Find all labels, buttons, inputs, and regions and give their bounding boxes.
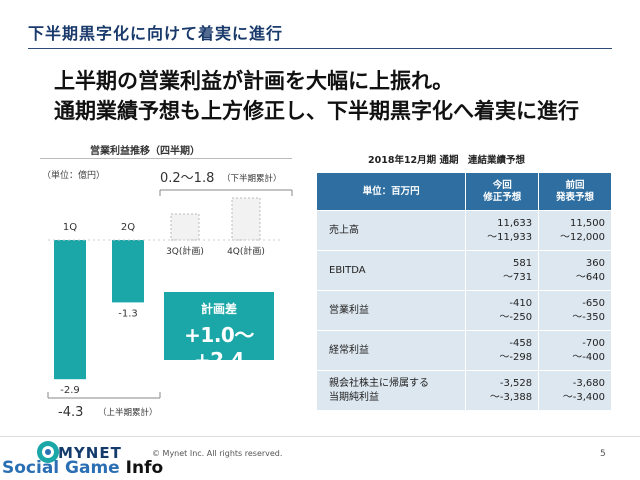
table-cell-previous: 11,500 ～12,000	[538, 210, 612, 251]
category-label: 2Q	[121, 222, 135, 233]
page-number: 5	[600, 449, 606, 459]
table-caption: 2018年12月期 通期 連結業績予想	[368, 155, 525, 166]
value-label: -1.3	[118, 308, 138, 319]
bar	[54, 240, 86, 380]
slide-title: 下半期黒字化に向けて着実に進行	[28, 24, 284, 43]
table-cell-previous: -650 ～-350	[538, 290, 612, 331]
operating-income-chart: 1Q -2.9 2Q -1.3 3Q(計画) 4Q(計画) 0.2〜1.8 （下半期累計） -4…	[47, 171, 293, 420]
footer-divider	[0, 436, 640, 437]
category-label: 4Q(計画)	[227, 245, 265, 257]
total-note-label: （上半期累計）	[98, 407, 158, 418]
headline-line-2: 通期業績予想も上方修正し、下半期黒字化へ着実に進行	[54, 99, 579, 123]
table-cell-current: -458 ～-298	[465, 330, 540, 371]
table-row: 営業利益 -410 ～-250 -650 ～-350	[315, 290, 612, 331]
chart-unit-label: （単位：億円）	[42, 171, 106, 181]
table-row: 経常利益 -458 ～-298 -700 ～-400	[315, 330, 612, 371]
table-cell-item: 経常利益	[315, 330, 467, 371]
forecast-table: 単位：百万円 今回 修正予想 前回 発表予想 売上高 11,633 ～11,933 11,…	[315, 172, 612, 411]
table-cell-previous: -700 ～-400	[538, 330, 612, 371]
plan-bar	[170, 213, 200, 241]
copyright: © Mynet Inc. All rights reserved.	[152, 449, 283, 458]
table-cell-previous: 360 ～640	[538, 250, 612, 291]
plan-bar	[231, 197, 261, 241]
watermark-part-a: Social Game	[2, 458, 126, 478]
plan-difference-label: 計画差	[200, 302, 237, 316]
chart-title-divider	[40, 158, 292, 159]
table-cell-item: 営業利益	[315, 290, 467, 331]
table-cell-current: -410 ～-250	[465, 290, 540, 331]
table-cell-item: 親会社株主に帰属する 当期純利益	[315, 370, 467, 411]
range-note-label: （下半期累計）	[222, 173, 282, 184]
table-cell-current: 11,633 ～11,933	[465, 210, 540, 251]
table-cell-item: 売上高	[315, 210, 467, 251]
table-body: 売上高 11,633 ～11,933 11,500 ～12,000 EBITDA 581 ～7…	[315, 210, 612, 411]
bar	[112, 240, 144, 303]
table-header-unit: 単位：百万円	[315, 172, 467, 211]
value-label: -2.9	[60, 385, 80, 396]
table-row: 売上高 11,633 ～11,933 11,500 ～12,000	[315, 210, 612, 251]
table-row: 親会社株主に帰属する 当期純利益 -3,528 ～-3,388 -3,680 ～-3,40…	[315, 370, 612, 411]
logo-text: MYNET	[58, 444, 122, 462]
table-cell-current: 581 ～731	[465, 250, 540, 291]
watermark: Social Game Info	[2, 458, 163, 478]
table-header-row: 単位：百万円 今回 修正予想 前回 発表予想	[315, 172, 612, 211]
table-cell-current: -3,528 ～-3,388	[465, 370, 540, 411]
total-value-label: -4.3	[58, 405, 83, 420]
watermark-part-b: Info	[125, 458, 164, 478]
headline: 上半期の営業利益が計画を大幅に上振れ。 通期業績予想も上方修正し、下半期黒字化へ…	[54, 66, 579, 126]
chart-title: 営業利益推移（四半期）	[90, 146, 200, 157]
table-row: EBITDA 581 ～731 360 ～640	[315, 250, 612, 291]
mynet-logo-icon	[37, 441, 59, 463]
table-cell-item: EBITDA	[315, 250, 467, 291]
table-cell-previous: -3,680 ～-3,400	[538, 370, 612, 411]
table-header-previous: 前回 発表予想	[538, 172, 612, 211]
headline-line-1: 上半期の営業利益が計画を大幅に上振れ。	[54, 69, 454, 93]
plan-difference-box: 計画差 +1.0〜+2.4	[164, 292, 274, 372]
table-header-current: 今回 修正予想	[465, 172, 540, 211]
category-label: 1Q	[63, 222, 77, 233]
range-value-label: 0.2〜1.8	[160, 171, 214, 186]
plan-difference-value: +1.0〜+2.4	[184, 323, 254, 372]
category-label: 3Q(計画)	[166, 245, 204, 257]
title-divider	[28, 48, 612, 49]
